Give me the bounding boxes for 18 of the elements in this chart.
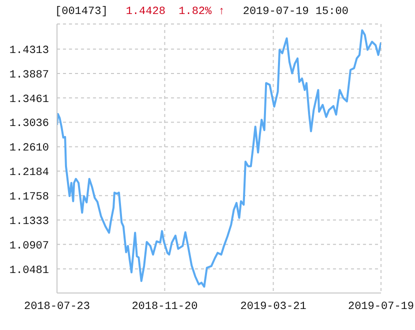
y-tick-label: 1.1333 xyxy=(9,216,49,228)
x-tick-label: 2018-07-23 xyxy=(24,300,90,313)
text: 2019-07-19 15:00 xyxy=(242,6,348,18)
x-tick-label: 2018-11-20 xyxy=(132,300,198,313)
y-tick-label: 1.2610 xyxy=(9,142,49,155)
y-tick-label: 1.4313 xyxy=(9,44,49,57)
y-tick-label: 1.2184 xyxy=(9,167,50,180)
y-tick-label: 1.1758 xyxy=(9,192,49,204)
chart-subtitle: 1.4428 1.82% ↑ xyxy=(126,6,225,18)
x-tick-label: 2019-07-19 xyxy=(348,300,414,313)
y-tick-label: 1.3036 xyxy=(9,118,49,130)
x-tick-label: 2019-03-21 xyxy=(240,300,307,313)
y-tick-label: 1.3887 xyxy=(9,69,49,82)
chart-title: [001473] xyxy=(55,6,108,18)
line-series xyxy=(57,29,381,288)
y-tick-label: 1.3461 xyxy=(9,94,50,106)
y-tick-label: 1.0481 xyxy=(9,264,50,277)
y-tick-label: 1.0907 xyxy=(9,240,49,252)
